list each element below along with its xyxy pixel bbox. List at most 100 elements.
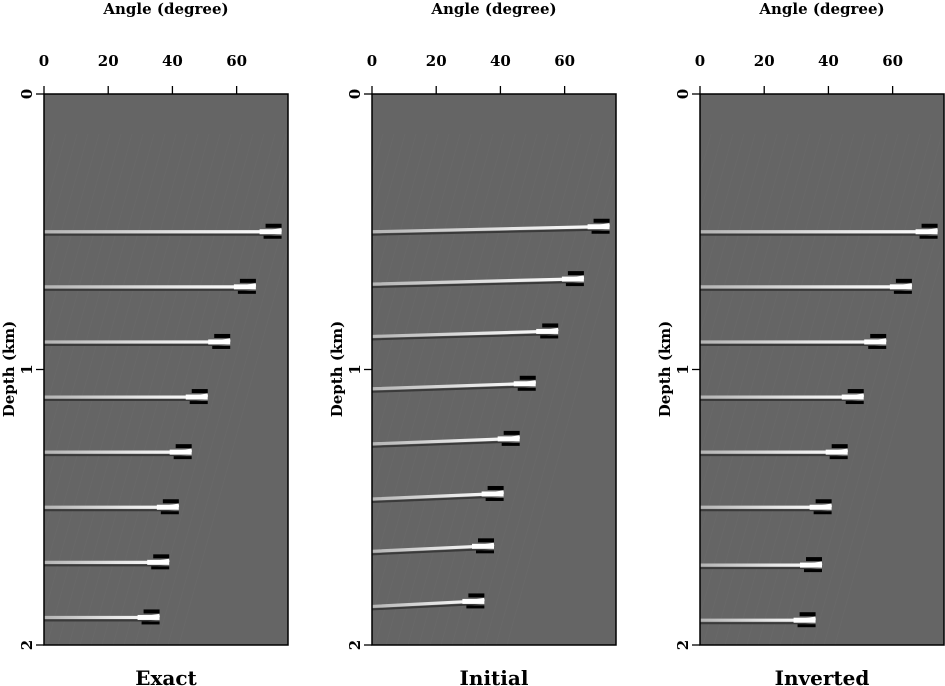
y-tick-label: 2 <box>18 640 36 650</box>
noise-streak <box>757 133 899 645</box>
x-tick-label: 60 <box>882 52 903 70</box>
x-tick-label: 0 <box>367 52 377 70</box>
reflector-notch <box>804 569 822 573</box>
reflector-notch <box>141 621 160 625</box>
panel-background <box>44 94 288 645</box>
y-tick-label: 2 <box>346 640 364 650</box>
noise-streak <box>178 245 288 645</box>
noise-streak <box>68 133 210 645</box>
reflector <box>44 389 208 405</box>
x-tick-label: 0 <box>695 52 705 70</box>
reflector-notch <box>567 271 584 276</box>
reflector-tip <box>825 449 848 455</box>
y-axis-label: Depth (km) <box>328 321 346 418</box>
noise-streak <box>702 133 844 645</box>
noise-streak <box>90 133 232 645</box>
reflector-tip <box>536 328 559 334</box>
reflector-notch <box>487 485 504 490</box>
noise-streak <box>812 164 944 645</box>
noise-streak <box>145 133 287 645</box>
noise-streak <box>44 133 78 257</box>
reflector-notch <box>806 557 822 562</box>
noise-streak <box>101 133 243 645</box>
reflector <box>44 554 170 570</box>
noise-streak <box>746 133 888 645</box>
reflector-notch <box>895 278 912 283</box>
noise-streak <box>700 133 778 417</box>
reflector-notch <box>214 333 231 338</box>
reflector <box>372 218 610 236</box>
panel-title: Initial <box>460 666 529 686</box>
reflector <box>44 499 180 515</box>
noise-streak <box>768 133 910 645</box>
noise-streak <box>44 133 89 297</box>
noise-streak <box>44 133 133 458</box>
panel-2: 0 20 40 60 0 1 2 Angle (degree) Depth (km) Invert… <box>656 0 945 686</box>
y-tick-label: 0 <box>346 89 364 99</box>
reflector-notch <box>870 333 887 338</box>
reflector-notch <box>151 566 170 570</box>
reflector <box>372 323 559 341</box>
reflector-tip <box>156 504 179 510</box>
noise-streak <box>735 133 877 645</box>
noise-streak <box>713 133 855 645</box>
noise-streak <box>506 245 616 645</box>
reflector-notch <box>831 444 848 449</box>
reflector-tip <box>809 504 832 510</box>
reflector <box>700 612 816 628</box>
reflector-notch <box>485 497 504 501</box>
reflector-notch <box>478 538 494 543</box>
reflector-notch <box>212 345 231 349</box>
reflector-notch <box>813 511 832 515</box>
reflector-notch <box>868 345 887 349</box>
reflector-notch <box>845 401 864 405</box>
reflector <box>700 557 823 573</box>
noise-streak <box>700 133 767 377</box>
noise-streak <box>700 133 833 618</box>
reflector-notch <box>797 624 816 628</box>
reflector-tip <box>462 598 485 604</box>
reflector-notch <box>239 278 256 283</box>
reflector-tip <box>800 562 822 568</box>
panel-title: Exact <box>135 666 197 686</box>
reflector-notch <box>540 335 559 339</box>
reflector-notch <box>468 593 485 598</box>
noise-streak <box>407 133 549 645</box>
noise-streak <box>372 133 428 337</box>
reflector-tip <box>185 394 208 400</box>
reflector <box>44 444 192 460</box>
x-tick-label: 20 <box>426 52 447 70</box>
reflector-tip <box>915 229 938 235</box>
reflector-tip <box>497 436 520 442</box>
noise-streak <box>495 205 616 645</box>
noise-streak <box>44 133 144 498</box>
noise-streak <box>57 133 199 645</box>
reflector-tip <box>169 449 192 455</box>
reflector-notch <box>591 230 610 234</box>
x-axis-label: Angle (degree) <box>758 0 884 18</box>
reflector-notch <box>466 605 485 609</box>
noise-streak <box>44 133 100 337</box>
panel-1: 0 20 40 60 0 1 2 Angle (degree) Depth (km) Initia… <box>328 0 617 686</box>
panel-0: 0 20 40 60 0 1 2 Angle (degree) Depth (km) Exact <box>0 0 289 686</box>
reflector-tip <box>259 229 282 235</box>
noise-streak <box>79 133 221 645</box>
reflector-notch <box>160 511 179 515</box>
reflector-tip <box>587 224 610 230</box>
x-tick-label: 0 <box>39 52 49 70</box>
reflector-notch <box>847 389 864 394</box>
reflector-tip <box>864 339 887 345</box>
reflector-tip <box>137 614 160 620</box>
noise-streak <box>44 133 177 618</box>
noise-streak <box>372 133 406 257</box>
noise-streak <box>112 133 254 645</box>
noise-streak <box>473 133 615 645</box>
reflector <box>700 389 864 405</box>
y-tick-label: 0 <box>674 89 692 99</box>
noise-streak <box>700 133 734 257</box>
noise-streak <box>700 133 800 498</box>
noise-streak <box>167 205 288 645</box>
noise-streak <box>700 133 745 297</box>
noise-streak <box>372 133 417 297</box>
reflector-tip <box>513 381 536 387</box>
